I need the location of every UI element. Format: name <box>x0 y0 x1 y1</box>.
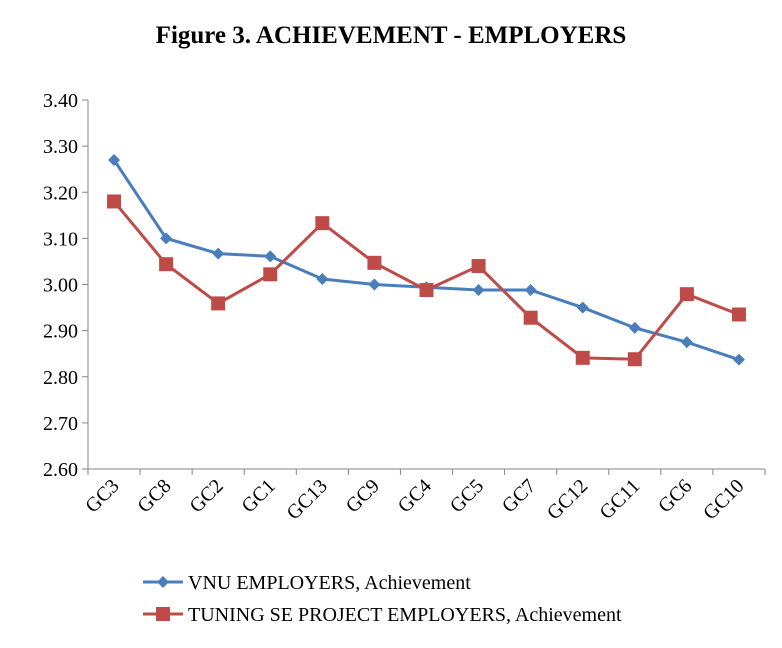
data-point-diamond <box>576 301 589 314</box>
data-point-square <box>367 255 382 270</box>
y-tick-label: 2.60 <box>43 459 78 481</box>
legend-marker-square <box>156 607 170 621</box>
x-tick-label: GC8 <box>133 475 175 517</box>
data-point-square <box>575 350 590 365</box>
data-point-square <box>419 283 434 298</box>
x-tick-label: GC3 <box>81 475 123 517</box>
data-point-diamond <box>628 321 641 334</box>
legend-item: TUNING SE PROJECT EMPLOYERS, Achievement <box>143 604 622 626</box>
x-axis-ticks: GC3 GC8 GC2 GC1 GC13 GC9 GC4 GC5 GC7 GC12 GC11 GC6 G… <box>81 469 766 524</box>
x-tick-label: GC4 <box>394 475 436 517</box>
legend-label: TUNING SE PROJECT EMPLOYERS, Achievement <box>188 604 622 626</box>
legend-marker-diamond <box>157 576 169 588</box>
series-2 <box>107 194 746 367</box>
y-axis-ticks: 2.60 2.70 2.80 2.90 3.00 3.10 3.20 3.30 3.40 <box>43 90 88 481</box>
x-tick-label: GC11 <box>596 475 645 524</box>
legend-item: VNU EMPLOYERS, Achievement <box>143 572 471 594</box>
data-point-diamond <box>680 336 693 349</box>
legend: VNU EMPLOYERS, Achievement TUNING SE PROJ… <box>143 572 622 626</box>
chart-title: Figure 3. ACHIEVEMENT - EMPLOYERS <box>156 22 627 49</box>
x-tick-label: GC9 <box>342 475 384 517</box>
y-tick-label: 3.20 <box>43 182 78 204</box>
data-point-diamond <box>524 284 537 297</box>
y-tick-label: 2.90 <box>43 321 78 343</box>
data-point-square <box>627 352 642 367</box>
data-point-diamond <box>472 284 485 297</box>
legend-label: VNU EMPLOYERS, Achievement <box>188 572 471 594</box>
y-tick-label: 3.40 <box>43 90 78 112</box>
data-point-diamond <box>732 353 745 366</box>
series-group <box>107 153 746 367</box>
x-tick-label: GC5 <box>446 475 488 517</box>
data-point-square <box>679 287 694 302</box>
x-tick-label: GC7 <box>498 475 540 517</box>
data-point-square <box>731 307 746 322</box>
y-tick-label: 3.30 <box>43 136 78 158</box>
x-tick-label: GC10 <box>699 475 748 524</box>
data-point-square <box>211 296 226 311</box>
data-point-square <box>159 257 174 272</box>
x-tick-label: GC2 <box>185 475 227 517</box>
data-point-diamond <box>316 272 329 285</box>
y-tick-label: 3.10 <box>43 228 78 250</box>
y-tick-label: 3.00 <box>43 275 78 297</box>
data-point-diamond <box>368 278 381 291</box>
data-point-diamond <box>160 232 173 245</box>
data-point-square <box>315 216 330 231</box>
x-tick-label: GC13 <box>283 475 332 524</box>
x-tick-label: GC6 <box>654 475 696 517</box>
data-point-square <box>523 310 538 325</box>
series-line <box>112 200 740 361</box>
series-line <box>112 159 740 362</box>
data-point-square <box>471 259 486 274</box>
data-point-diamond <box>108 153 121 166</box>
data-point-square <box>107 194 122 209</box>
y-tick-label: 2.70 <box>43 413 78 435</box>
data-point-square <box>263 267 278 282</box>
data-point-diamond <box>264 250 277 263</box>
x-tick-label: GC1 <box>238 475 280 517</box>
series-1 <box>108 153 745 366</box>
y-tick-label: 2.80 <box>43 367 78 389</box>
data-point-diamond <box>212 247 225 260</box>
x-tick-label: GC12 <box>543 475 592 524</box>
